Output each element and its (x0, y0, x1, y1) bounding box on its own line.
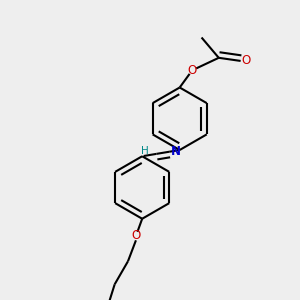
Text: O: O (131, 230, 141, 242)
Text: O: O (241, 54, 250, 67)
Text: O: O (188, 64, 197, 77)
Text: N: N (170, 145, 180, 158)
Text: H: H (141, 146, 148, 156)
